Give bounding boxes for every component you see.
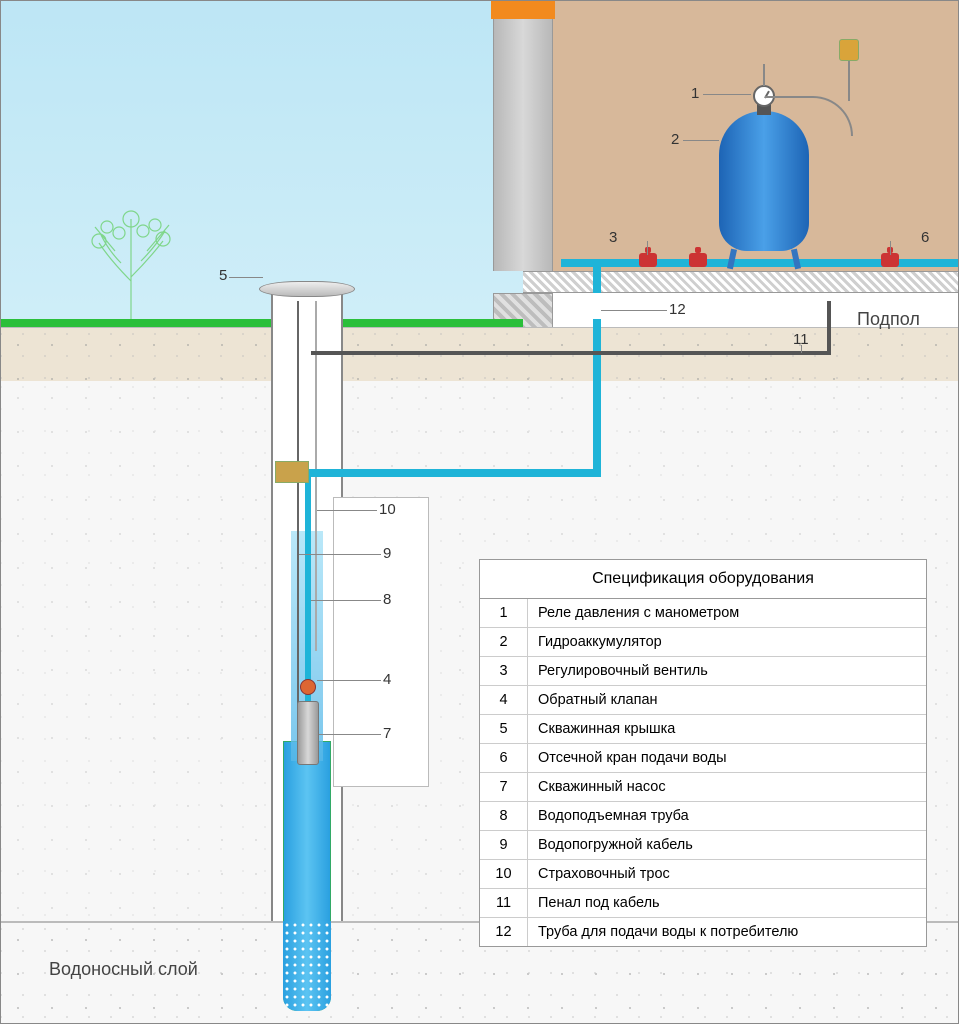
leader-7: [319, 734, 381, 735]
callout-3: 3: [609, 229, 617, 246]
basement-label: Подпол: [857, 309, 920, 330]
callout-12: 12: [669, 301, 686, 318]
leader-5: [229, 277, 263, 278]
leader-12: [601, 310, 667, 311]
callout-2: 2: [671, 131, 679, 148]
callout-10: 10: [379, 501, 396, 518]
spec-text: Отсечной кран подачи воды: [528, 744, 926, 772]
tree-icon: [71, 201, 191, 321]
leader-11: [801, 345, 802, 353]
spec-num: 5: [480, 715, 528, 743]
callout-4: 4: [383, 671, 391, 688]
supply-pipe-basement: [593, 319, 601, 331]
chimney-cap: [491, 1, 555, 19]
spec-text: Водопогружной кабель: [528, 831, 926, 859]
spec-text: Реле давления с манометром: [528, 599, 926, 627]
spec-text: Водоподъемная труба: [528, 802, 926, 830]
spec-num: 10: [480, 860, 528, 888]
spec-row: 4Обратный клапан: [480, 685, 926, 714]
spec-num: 2: [480, 628, 528, 656]
spec-row: 3Регулировочный вентиль: [480, 656, 926, 685]
leader-3: [647, 241, 648, 255]
chimney: [493, 1, 553, 271]
check-valve: [300, 679, 316, 695]
callout-6: 6: [921, 229, 929, 246]
leader-2: [683, 140, 719, 141]
callout-7: 7: [383, 725, 391, 742]
supply-pipe-vertical: [593, 326, 601, 477]
well-diagram: 1 2 3 6 12 11 5 10 9 8 4 7 Подпол Водоно…: [0, 0, 959, 1024]
leader-4: [317, 680, 381, 681]
shutoff-valve: [881, 253, 899, 267]
spec-num: 9: [480, 831, 528, 859]
cable-conduit: [311, 351, 831, 355]
spec-table: Спецификация оборудования 1Реле давления…: [479, 559, 927, 947]
gauge-wire: [763, 64, 765, 86]
spec-text: Труба для подачи воды к потребителю: [528, 918, 926, 946]
submersible-cable: [297, 301, 299, 711]
well-pump: [297, 701, 319, 765]
spec-row: 8Водоподъемная труба: [480, 801, 926, 830]
spec-num: 3: [480, 657, 528, 685]
spec-row: 2Гидроаккумулятор: [480, 627, 926, 656]
spec-row: 7Скважинный насос: [480, 772, 926, 801]
spec-num: 8: [480, 802, 528, 830]
spec-text: Страховочный трос: [528, 860, 926, 888]
callout-panel: [333, 497, 429, 787]
callout-9: 9: [383, 545, 391, 562]
spec-num: 7: [480, 773, 528, 801]
spec-num: 1: [480, 599, 528, 627]
spec-num: 11: [480, 889, 528, 917]
spec-row: 1Реле давления с манометром: [480, 599, 926, 627]
valve-2: [689, 253, 707, 267]
spec-text: Регулировочный вентиль: [528, 657, 926, 685]
leader-8: [311, 600, 381, 601]
spec-text: Скважинный насос: [528, 773, 926, 801]
power-socket-icon: [839, 39, 859, 61]
spec-row: 10Страховочный трос: [480, 859, 926, 888]
spec-text: Гидроаккумулятор: [528, 628, 926, 656]
spec-num: 12: [480, 918, 528, 946]
pitless-adapter: [275, 461, 309, 483]
supply-pipe-horizontal: [309, 469, 599, 477]
leader-1: [703, 94, 751, 95]
spec-num: 4: [480, 686, 528, 714]
spec-row: 5Скважинная крышка: [480, 714, 926, 743]
well-cap: [259, 281, 355, 297]
spec-row: 11Пенал под кабель: [480, 888, 926, 917]
leader-6: [890, 241, 891, 255]
leader-10: [317, 510, 377, 511]
spec-title: Спецификация оборудования: [480, 560, 926, 599]
aquifer-label: Водоносный слой: [49, 959, 198, 980]
floor-slab: [523, 271, 959, 293]
regulating-valve: [639, 253, 657, 267]
callout-8: 8: [383, 591, 391, 608]
spec-text: Пенал под кабель: [528, 889, 926, 917]
leader-9: [299, 554, 381, 555]
spec-text: Скважинная крышка: [528, 715, 926, 743]
spec-text: Обратный клапан: [528, 686, 926, 714]
callout-1: 1: [691, 85, 699, 102]
spec-row: 9Водопогружной кабель: [480, 830, 926, 859]
socket-wire: [848, 61, 850, 101]
callout-5: 5: [219, 267, 227, 284]
spec-row: 12Труба для подачи воды к потребителю: [480, 917, 926, 946]
spec-body: 1Реле давления с манометром2Гидроаккумул…: [480, 599, 926, 946]
well-screen: [283, 921, 331, 1011]
cable-conduit-up: [827, 301, 831, 355]
spec-row: 6Отсечной кран подачи воды: [480, 743, 926, 772]
spec-num: 6: [480, 744, 528, 772]
